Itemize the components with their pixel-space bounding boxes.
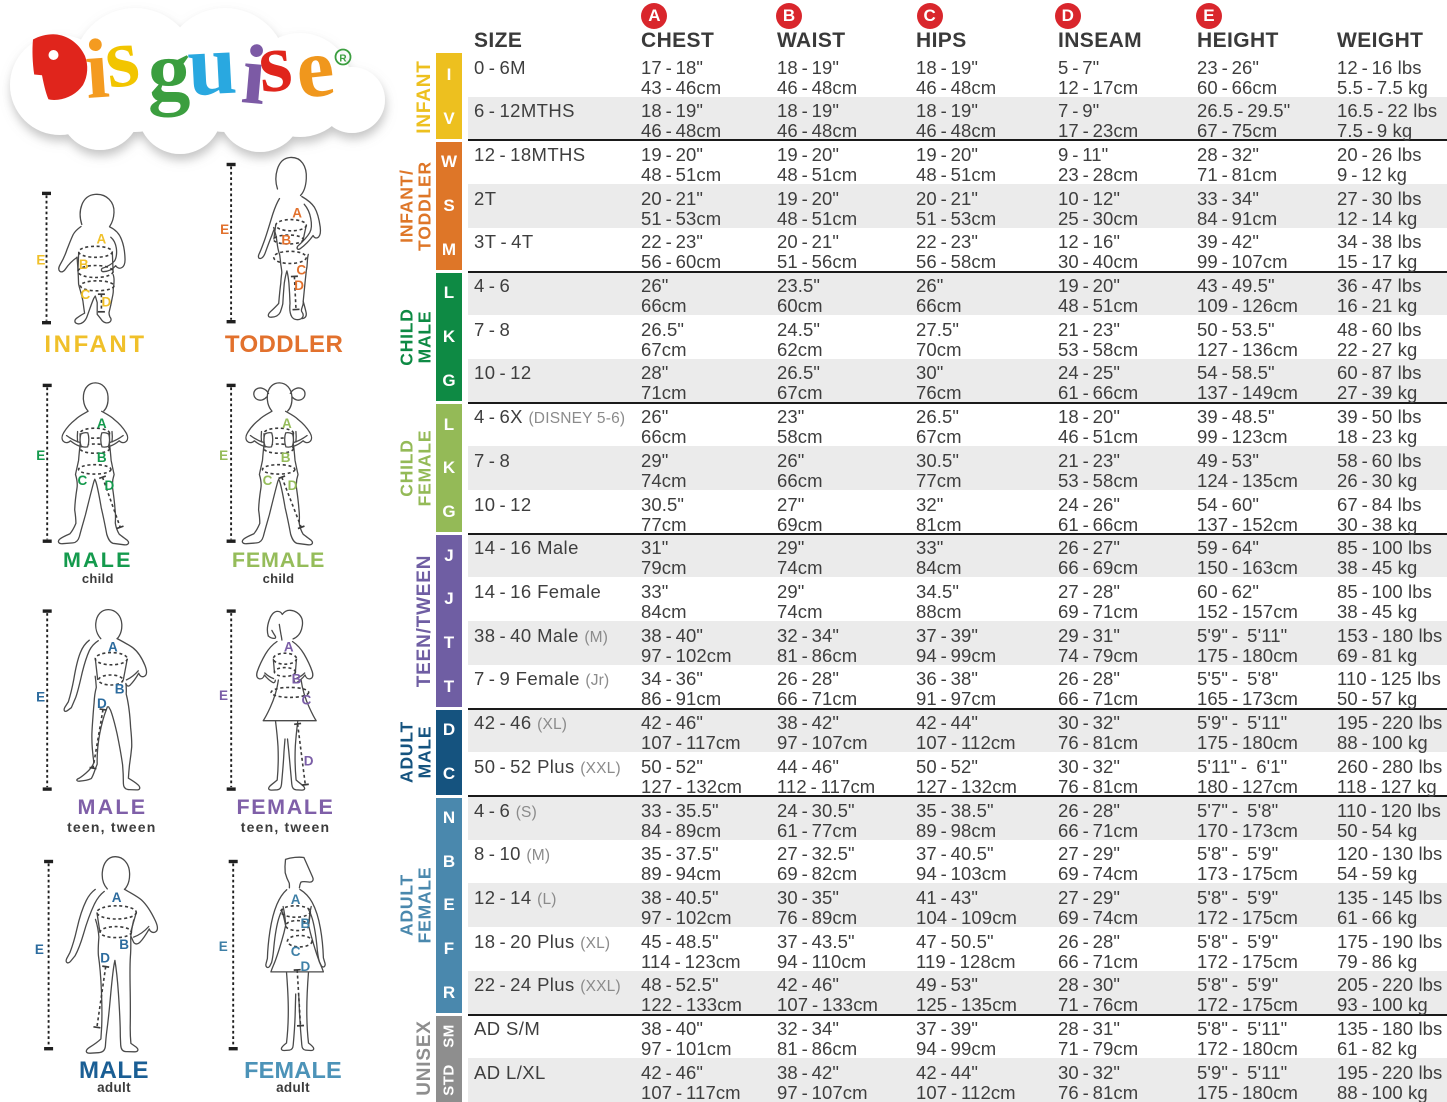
svg-text:B: B (281, 233, 291, 248)
svg-text:D: D (97, 696, 107, 711)
svg-text:E: E (36, 448, 45, 463)
svg-text:B: B (115, 682, 125, 697)
svg-text:u: u (185, 16, 239, 115)
svg-text:B: B (301, 916, 311, 931)
svg-text:A: A (97, 416, 107, 431)
svg-text:D: D (102, 295, 112, 310)
svg-text:A: A (282, 416, 292, 431)
svg-text:C: C (291, 944, 301, 959)
svg-text:E: E (219, 688, 228, 703)
svg-text:D: D (304, 754, 314, 769)
svg-text:B: B (97, 450, 107, 465)
svg-text:B: B (79, 257, 89, 272)
svg-text:R: R (339, 54, 347, 65)
svg-text:A: A (112, 890, 122, 905)
svg-text:E: E (219, 939, 228, 954)
svg-text:B: B (281, 450, 291, 465)
svg-text:E: E (220, 222, 229, 237)
svg-text:E: E (36, 253, 45, 268)
svg-text:C: C (81, 287, 91, 302)
svg-text:D: D (301, 959, 311, 974)
svg-text:B: B (119, 937, 129, 952)
svg-text:D: D (288, 478, 298, 493)
svg-text:A: A (108, 640, 118, 655)
svg-text:D: D (294, 278, 304, 293)
svg-text:A: A (292, 206, 302, 221)
svg-text:D: D (100, 951, 110, 966)
svg-text:C: C (78, 473, 88, 488)
svg-text:g: g (148, 24, 191, 118)
svg-text:C: C (302, 693, 312, 708)
svg-text:A: A (291, 892, 301, 907)
svg-text:E: E (219, 448, 228, 463)
svg-text:E: E (36, 690, 45, 705)
svg-text:A: A (97, 232, 107, 247)
svg-text:C: C (296, 263, 306, 278)
svg-text:B: B (292, 672, 302, 687)
svg-text:s: s (254, 14, 295, 111)
svg-text:C: C (263, 473, 273, 488)
svg-text:D: D (105, 478, 115, 493)
svg-text:A: A (284, 640, 294, 655)
svg-text:E: E (35, 942, 44, 957)
